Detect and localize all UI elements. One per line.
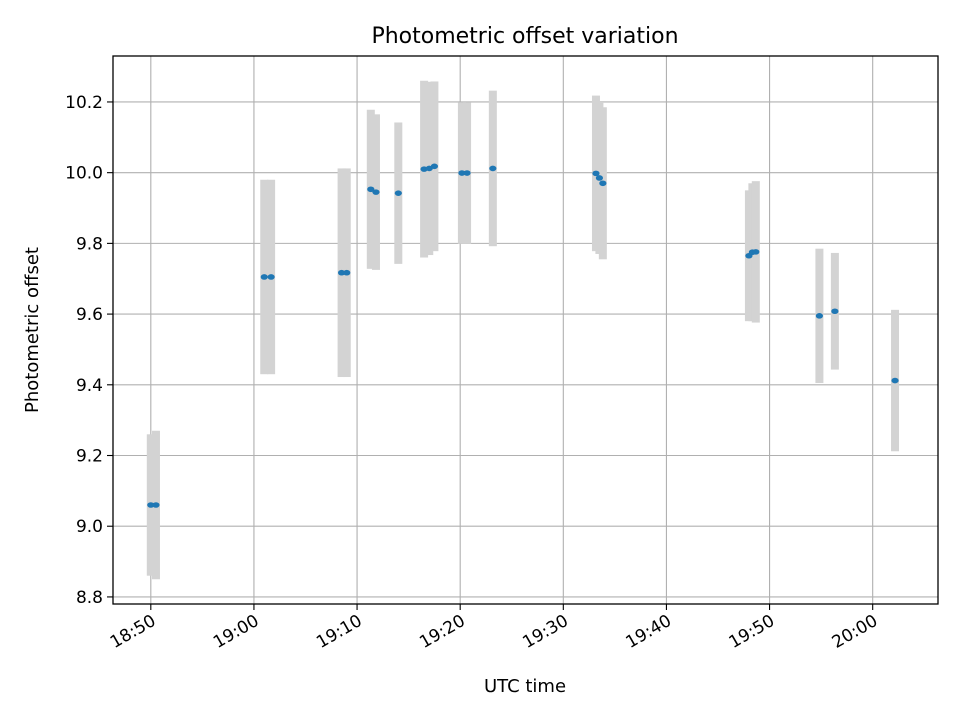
y-tick-label: 9.0 (76, 517, 103, 537)
data-point (337, 269, 346, 276)
grid (113, 56, 938, 604)
y-tick-label: 10.2 (65, 93, 103, 113)
data-point (394, 190, 402, 196)
data-point (367, 186, 375, 193)
y-tick-label: 10.0 (65, 164, 103, 184)
y-tick-label: 9.6 (76, 305, 103, 325)
chart-title: Photometric offset variation (371, 24, 678, 49)
data-point (489, 165, 497, 172)
data-point (152, 502, 160, 508)
data-point (891, 377, 899, 384)
data-point (430, 163, 439, 170)
data-point (260, 274, 268, 280)
y-tick-label: 9.2 (76, 447, 103, 467)
data-point (372, 189, 380, 195)
data-point (592, 170, 600, 177)
data-point (147, 502, 155, 508)
data-point (599, 180, 607, 187)
data-point (463, 170, 471, 176)
y-tick-label: 9.8 (76, 234, 103, 254)
y-axis-label: Photometric offset (22, 247, 43, 413)
data-point (815, 313, 824, 319)
x-axis-label: UTC time (484, 676, 566, 697)
data-point (831, 308, 839, 315)
data-point (752, 249, 760, 255)
data-point (267, 274, 275, 280)
y-axis-ticks: 8.8 9.0 9.2 9.4 9.6 9.8 10.0 10.2 (65, 93, 113, 608)
y-tick-label: 8.8 (76, 588, 103, 608)
data-point (458, 170, 466, 176)
plot-frame (112, 55, 939, 605)
y-tick-label: 9.4 (76, 376, 103, 396)
data-point (343, 269, 351, 276)
data-point (595, 175, 604, 181)
data-points (147, 163, 899, 508)
